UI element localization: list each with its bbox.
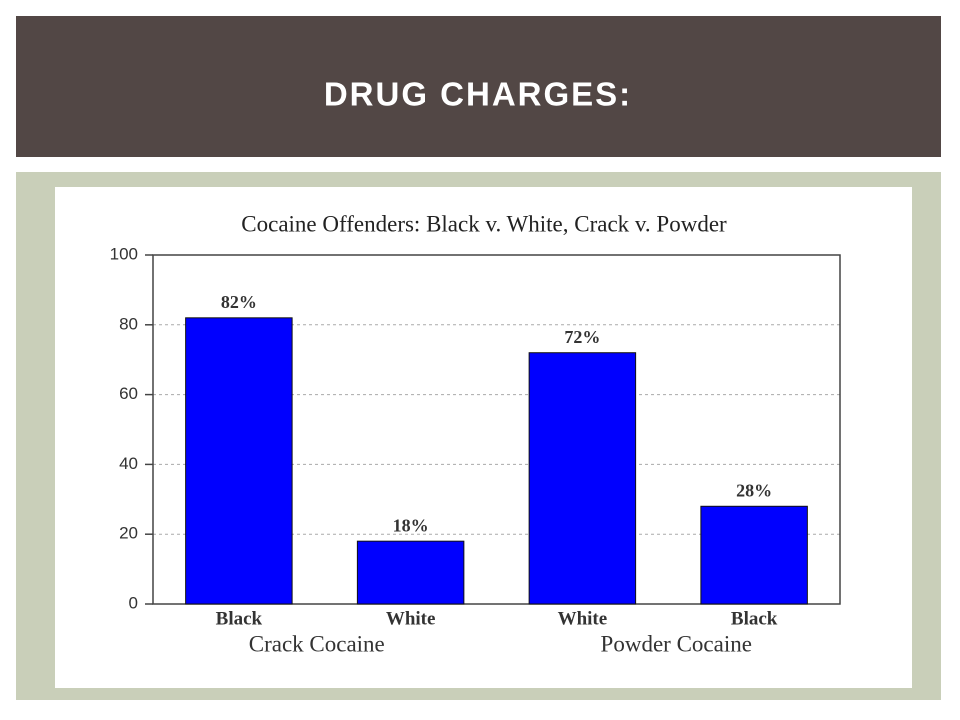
x-tick-label: Black [731, 608, 778, 629]
group-label: Powder Cocaine [601, 631, 752, 656]
value-label: 72% [564, 327, 600, 347]
value-label: 82% [221, 292, 257, 312]
value-label: 18% [393, 515, 429, 535]
y-tick-label: 0 [129, 593, 138, 612]
slide-title: DRUG CHARGES: [324, 76, 632, 113]
bar [356, 540, 465, 605]
x-tick-label: Black [216, 608, 263, 629]
bar [185, 317, 293, 605]
chart-title: Cocaine Offenders: Black v. White, Crack… [241, 211, 727, 236]
header-band [16, 16, 941, 157]
y-tick-label: 100 [110, 244, 138, 263]
y-tick-label: 40 [119, 454, 138, 473]
y-tick-label: 20 [119, 524, 138, 543]
x-tick-label: White [386, 608, 436, 629]
chart-frame [55, 187, 912, 688]
group-label: Crack Cocaine [249, 631, 385, 656]
y-tick-label: 80 [119, 314, 138, 333]
bar [528, 352, 637, 605]
bar [700, 505, 808, 605]
y-tick-label: 60 [119, 384, 138, 403]
value-label: 28% [736, 480, 772, 500]
plot-border [152, 254, 841, 605]
x-tick-label: White [558, 608, 608, 629]
